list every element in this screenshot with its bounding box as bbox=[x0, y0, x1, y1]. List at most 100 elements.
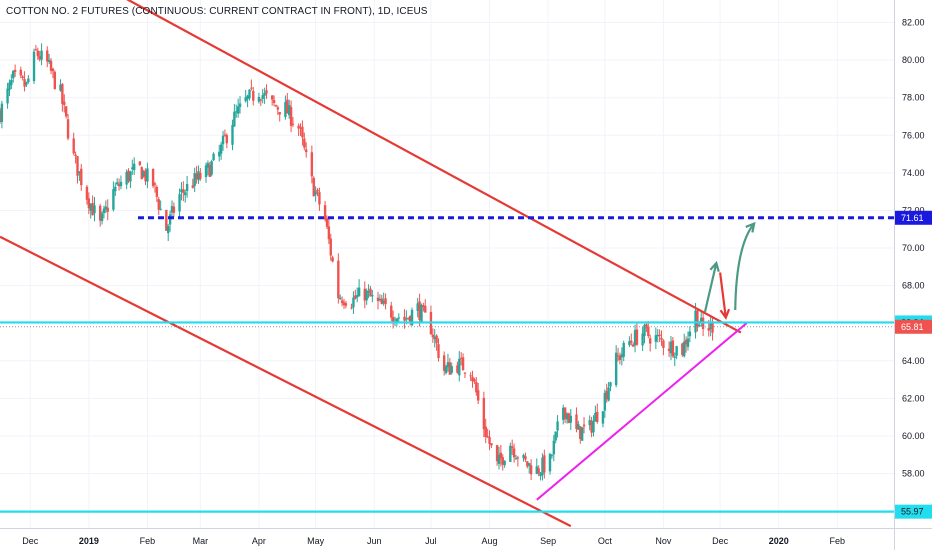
candle-body bbox=[19, 69, 22, 76]
candle-body bbox=[8, 82, 11, 91]
price-label-text: 65.81 bbox=[901, 322, 924, 332]
candle-body bbox=[289, 106, 293, 126]
candle-down bbox=[80, 163, 83, 191]
candle-body bbox=[66, 119, 70, 139]
candle-body bbox=[463, 372, 467, 374]
candle-body bbox=[223, 134, 227, 136]
candle-down bbox=[34, 44, 38, 51]
candle-down bbox=[403, 309, 406, 329]
candle-body bbox=[684, 339, 688, 345]
candle-body bbox=[643, 324, 646, 337]
candle-body bbox=[310, 152, 314, 177]
candle-body bbox=[631, 344, 635, 347]
candle-body bbox=[34, 49, 38, 51]
candle-down bbox=[524, 452, 527, 463]
candle-body bbox=[365, 290, 368, 301]
candle-down bbox=[380, 294, 383, 305]
x-tick-label: Jun bbox=[367, 536, 382, 546]
candle-body bbox=[673, 356, 676, 358]
candle-up bbox=[588, 415, 591, 431]
candle-body bbox=[554, 431, 557, 441]
candle-up bbox=[522, 453, 525, 462]
candle-down bbox=[484, 418, 487, 444]
candle-body bbox=[509, 445, 512, 462]
candle-body bbox=[635, 329, 639, 345]
candle-up bbox=[548, 452, 552, 475]
candle-body bbox=[569, 415, 572, 423]
candle-down bbox=[511, 439, 514, 456]
price-label-65-81: 65.81 bbox=[895, 319, 932, 334]
candle-body bbox=[98, 205, 102, 221]
candle-up bbox=[622, 340, 625, 362]
candle-body bbox=[539, 473, 542, 477]
candle-up bbox=[503, 460, 506, 468]
candle-body bbox=[486, 436, 489, 438]
candle-body bbox=[382, 300, 385, 304]
candle-up bbox=[248, 89, 251, 101]
candle-down bbox=[543, 449, 546, 479]
candle-down bbox=[529, 459, 533, 481]
candle-body bbox=[660, 337, 663, 340]
candle-down bbox=[422, 302, 425, 312]
candle-down bbox=[384, 293, 387, 310]
candle-up bbox=[0, 100, 4, 129]
candle-down bbox=[13, 64, 17, 77]
candle-down bbox=[72, 132, 75, 156]
candle-body bbox=[129, 171, 132, 182]
candle-body bbox=[46, 50, 49, 62]
candle-down bbox=[66, 114, 70, 141]
candle-down bbox=[671, 337, 675, 358]
candle-up bbox=[197, 165, 200, 184]
candle-body bbox=[369, 288, 372, 297]
candle-up bbox=[514, 454, 518, 460]
candle-body bbox=[231, 124, 234, 145]
candle-body bbox=[172, 206, 176, 213]
candle-body bbox=[146, 168, 149, 182]
candle-body bbox=[484, 426, 487, 438]
candle-body bbox=[384, 298, 387, 305]
candle-up bbox=[261, 88, 264, 104]
candle-body bbox=[609, 382, 612, 387]
candle-up bbox=[458, 351, 461, 382]
candle-down bbox=[429, 305, 433, 335]
candle-body bbox=[562, 407, 565, 420]
candle-up bbox=[287, 99, 291, 119]
candle-body bbox=[142, 171, 145, 177]
candle-down bbox=[250, 79, 253, 91]
candle-up bbox=[556, 415, 559, 438]
candle-body bbox=[265, 90, 268, 94]
candle-body bbox=[184, 192, 187, 196]
candle-body bbox=[669, 341, 673, 354]
candle-down bbox=[516, 455, 520, 467]
candle-up bbox=[238, 96, 242, 114]
candle-down bbox=[471, 370, 474, 388]
candle-body bbox=[511, 446, 514, 449]
candle-down bbox=[265, 84, 268, 99]
candle-body bbox=[641, 333, 644, 346]
candle-up bbox=[633, 324, 637, 353]
candle-down bbox=[51, 67, 55, 79]
candle-up bbox=[132, 157, 136, 176]
candle-body bbox=[78, 171, 81, 174]
candle-body bbox=[316, 189, 319, 192]
candle-up bbox=[6, 82, 9, 109]
candle-down bbox=[85, 184, 89, 205]
candle-down bbox=[482, 391, 486, 438]
candle-body bbox=[261, 95, 264, 99]
candle-body bbox=[590, 420, 593, 433]
candle-body bbox=[405, 318, 408, 320]
candle-body bbox=[318, 192, 321, 205]
candle-up bbox=[233, 104, 236, 127]
candle-body bbox=[601, 411, 605, 424]
candle-up bbox=[541, 453, 544, 481]
arrow-down-shaft bbox=[719, 272, 727, 318]
candle-up bbox=[235, 104, 238, 118]
candle-down bbox=[701, 311, 705, 336]
candle-body bbox=[74, 154, 77, 157]
candle-body bbox=[61, 84, 64, 104]
candle-down bbox=[488, 430, 491, 451]
candle-up bbox=[552, 434, 555, 462]
candle-down bbox=[476, 383, 480, 405]
candle-up bbox=[284, 95, 287, 120]
candle-body bbox=[182, 189, 185, 193]
